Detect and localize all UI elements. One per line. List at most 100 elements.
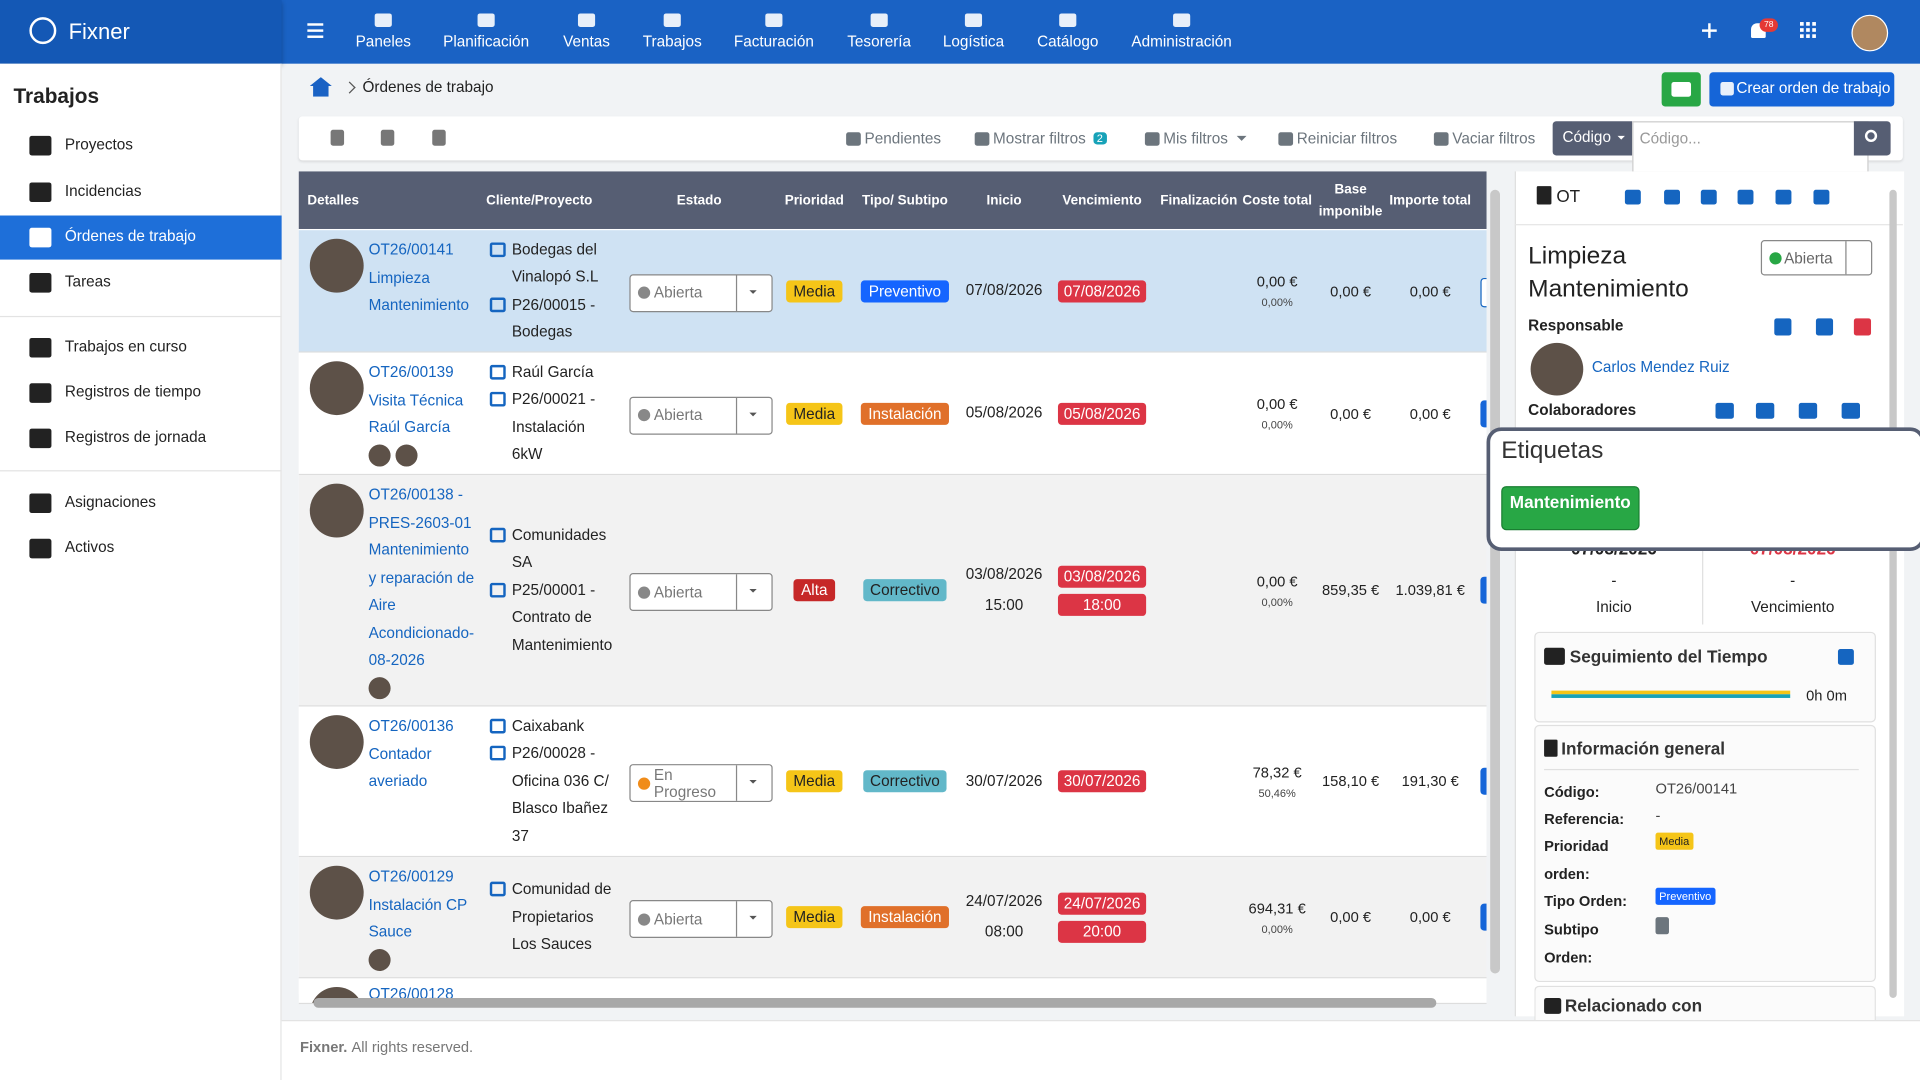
column-header[interactable]: Prioridad	[784, 192, 844, 208]
logo-icon[interactable]	[29, 17, 57, 45]
project-text[interactable]: P26/00028 - Oficina 036 C/ Blasco Ibañez…	[511, 744, 609, 845]
panel-action[interactable]	[1624, 189, 1641, 205]
column-header[interactable]: Finalización	[1160, 192, 1238, 208]
refresh-button[interactable]	[330, 129, 345, 146]
panel-action[interactable]	[1813, 189, 1830, 205]
sidebar-item[interactable]: Activos	[0, 527, 282, 571]
row-action[interactable]	[1480, 903, 1487, 931]
table-row[interactable]: OT26/00136 Contador averiado Caixabank P26/…	[298, 706, 1487, 858]
nav-item[interactable]: Trabajos	[611, 10, 733, 57]
nav-item[interactable]: Ventas	[525, 10, 647, 57]
column-header[interactable]: Cliente/Proyecto	[486, 192, 593, 208]
responsible-action[interactable]	[1815, 318, 1834, 336]
order-title[interactable]: Contador averiado	[368, 745, 432, 790]
time-edit[interactable]	[1837, 648, 1854, 665]
sidebar-item[interactable]: Registros de tiempo	[0, 371, 282, 415]
panel-status[interactable]: Abierta	[1760, 240, 1873, 276]
responsible-action[interactable]	[1853, 318, 1872, 336]
nav-item[interactable]: Planificación	[425, 10, 547, 57]
panel-action[interactable]	[1737, 189, 1754, 205]
nav-item[interactable]: Facturación	[713, 10, 835, 57]
nav-item[interactable]: Tesorería	[818, 10, 940, 57]
user-avatar[interactable]	[1851, 14, 1889, 52]
clear-filters[interactable]: Vaciar filtros	[1433, 127, 1535, 149]
reset-filters[interactable]: Reiniciar filtros	[1278, 127, 1397, 149]
row-action[interactable]	[1480, 576, 1487, 604]
client-text[interactable]: Bodegas del Vinalopó S.L	[511, 240, 599, 286]
client-text[interactable]: Caixabank	[511, 717, 585, 735]
v-scrollbar[interactable]	[1490, 189, 1500, 974]
my-filters[interactable]: Mis filtros	[1144, 127, 1247, 149]
sidebar-item[interactable]: Asignaciones	[0, 481, 282, 525]
nav-item[interactable]: Administración	[1120, 10, 1242, 57]
responsible-action[interactable]	[1774, 318, 1792, 336]
panel-action[interactable]	[1664, 189, 1680, 205]
column-header[interactable]: Detalles	[307, 192, 360, 208]
responsible-name[interactable]: Carlos Mendez Ruiz	[1591, 358, 1730, 376]
column-header[interactable]: Tipo/ Subtipo	[862, 192, 948, 208]
row-action[interactable]	[1480, 277, 1487, 307]
table-row[interactable]: OT26/00141 Limpieza Mantenimiento Bodegas …	[298, 230, 1487, 353]
nav-item[interactable]: Logística	[912, 10, 1034, 57]
panel-action[interactable]	[1700, 189, 1717, 205]
table-row[interactable]: OT26/00129 Instalación CP Sauce Comunidad …	[298, 857, 1487, 979]
status-select[interactable]: Abierta	[629, 273, 773, 312]
panel-scrollbar[interactable]	[1889, 189, 1897, 998]
order-title[interactable]: Limpieza Mantenimiento	[368, 268, 469, 314]
project-text[interactable]: P26/00015 - Bodegas	[511, 295, 596, 341]
client-text[interactable]: Raúl García	[511, 363, 594, 381]
excel-button[interactable]	[380, 129, 395, 146]
order-title[interactable]: Mantenimiento y reparación de Aire Acond…	[368, 541, 475, 669]
status-select[interactable]: En Progreso	[629, 764, 773, 803]
collaborators-action[interactable]	[1755, 402, 1775, 419]
client-text[interactable]: Comunidades SA	[511, 526, 607, 571]
column-header[interactable]: Importe total	[1389, 192, 1471, 208]
filter-pending[interactable]: Pendientes	[846, 127, 941, 149]
table-row[interactable]: OT26/00138 - PRES-2603-01 Mantenimiento y…	[298, 475, 1487, 707]
panel-action[interactable]	[1775, 189, 1792, 205]
sidebar-item[interactable]: Trabajos en curso	[0, 326, 282, 370]
nav-item[interactable]: Catálogo	[1007, 10, 1129, 57]
order-code[interactable]: OT26/00129	[368, 868, 454, 886]
client-text[interactable]: Comunidad de Propietarios Los Sauces	[511, 880, 612, 953]
order-code[interactable]: OT26/00136	[368, 717, 454, 735]
column-header[interactable]: Inicio	[986, 192, 1022, 208]
sidebar-item[interactable]: Registros de jornada	[0, 416, 282, 460]
collaborators-action[interactable]	[1798, 402, 1818, 419]
search-input[interactable]: Código...	[1632, 121, 1869, 173]
order-code[interactable]: OT26/00141	[368, 241, 454, 259]
tag-badge[interactable]: Mantenimiento	[1501, 486, 1640, 531]
home-icon[interactable]	[309, 77, 332, 97]
app-name[interactable]: Fixner	[68, 19, 130, 45]
nav-item[interactable]: Paneles	[322, 10, 444, 57]
collaborators-action[interactable]	[1715, 402, 1734, 419]
order-code[interactable]: OT26/00139	[368, 363, 454, 381]
apps-button[interactable]	[1800, 22, 1816, 38]
row-action[interactable]	[1480, 767, 1487, 795]
column-header[interactable]: Vencimiento	[1062, 192, 1142, 208]
sidebar-item[interactable]: Incidencias	[0, 170, 282, 214]
column-header[interactable]: Base imponible	[1318, 181, 1383, 219]
column-header[interactable]: Estado	[676, 192, 722, 208]
create-button[interactable]: Crear orden de trabajo	[1709, 72, 1895, 107]
sidebar-item[interactable]: Proyectos	[0, 124, 282, 168]
status-select[interactable]: Abierta	[629, 573, 773, 612]
menu-button[interactable]	[307, 23, 324, 38]
close-button[interactable]	[1849, 187, 1864, 204]
status-select[interactable]: Abierta	[629, 396, 773, 435]
status-select[interactable]: Abierta	[629, 900, 773, 938]
columns-button[interactable]	[432, 129, 446, 146]
show-filters[interactable]: Mostrar filtros 2	[974, 127, 1107, 149]
order-title[interactable]: Visita Técnica Raúl García	[368, 391, 464, 436]
column-header[interactable]: Coste total	[1242, 192, 1312, 208]
search-field-select[interactable]: Código	[1552, 121, 1633, 156]
project-text[interactable]: P25/00001 - Contrato de Mantenimiento	[511, 581, 613, 654]
collaborators-action[interactable]	[1841, 402, 1860, 419]
table-row[interactable]: OT26/00139 Visita Técnica Raúl García Raúl…	[298, 352, 1487, 476]
project-text[interactable]: P26/00021 - Instalación 6kW	[511, 390, 596, 463]
order-code[interactable]: OT26/00138 - PRES-2603-01	[368, 486, 472, 531]
h-scrollbar[interactable]	[313, 997, 1437, 1008]
sidebar-item[interactable]: Tareas	[0, 261, 282, 305]
sidebar-item[interactable]: Órdenes de trabajo	[0, 215, 282, 260]
row-action[interactable]	[1480, 399, 1487, 427]
